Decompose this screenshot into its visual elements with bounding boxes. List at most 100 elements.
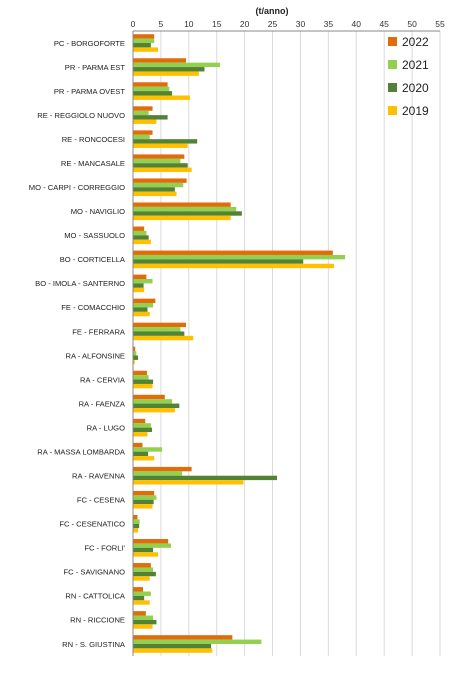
legend-swatch-2021 xyxy=(388,60,397,69)
category-label: MO - SASSUOLO xyxy=(64,231,125,240)
bar-2019 xyxy=(133,432,148,437)
bar-2020 xyxy=(133,475,278,481)
bar-2020 xyxy=(133,427,152,433)
bar-2022 xyxy=(133,418,146,424)
bar-2021 xyxy=(133,254,346,260)
bar-2021 xyxy=(133,62,221,68)
bar-2022 xyxy=(133,34,155,39)
x-tick-label: 50 xyxy=(407,19,417,29)
bar-2021 xyxy=(133,303,154,308)
bar-2021 xyxy=(133,279,153,284)
legend-label-2021: 2021 xyxy=(402,58,429,72)
bar-2019 xyxy=(133,552,159,557)
bar-2021 xyxy=(133,543,171,548)
legend-swatch-2020 xyxy=(388,83,397,92)
axis-lines xyxy=(132,30,440,656)
bar-2022 xyxy=(133,202,231,207)
category-label: RA - RAVENNA xyxy=(72,472,126,481)
bar-2019 xyxy=(133,215,231,221)
bar-2019 xyxy=(133,311,150,317)
bar-2022 xyxy=(133,563,151,568)
bar-2021 xyxy=(133,399,173,404)
bar-2020 xyxy=(133,91,173,96)
category-label: FC - CESENATICO xyxy=(59,520,125,529)
bar-2019 xyxy=(133,239,151,245)
bar-2020 xyxy=(133,355,139,360)
bar-2020 xyxy=(133,115,168,120)
bar-2020 xyxy=(133,307,148,312)
bar-2020 xyxy=(133,235,149,240)
x-tick-label: 25 xyxy=(268,19,278,29)
bar-2019 xyxy=(133,528,139,533)
category-label: RE - MANCASALE xyxy=(61,159,125,168)
legend-label-2019: 2019 xyxy=(402,104,429,118)
x-tick-label: 55 xyxy=(435,19,445,29)
legend-label-2020: 2020 xyxy=(402,81,429,95)
x-tick-label: 30 xyxy=(296,19,306,29)
bar-2022 xyxy=(133,442,143,448)
bar-2022 xyxy=(133,154,185,159)
category-label: FC - FORLI' xyxy=(84,544,125,553)
bar-2019 xyxy=(133,600,150,605)
bar-2019 xyxy=(133,383,153,389)
category-label: RN - RICCIONE xyxy=(70,616,125,625)
category-label: RE - REGGIOLO NUOVO xyxy=(37,111,125,120)
bar-2021 xyxy=(133,495,157,500)
bar-2022 xyxy=(133,514,138,520)
bar-2021 xyxy=(133,327,181,332)
category-label: RE - RONCOCESI xyxy=(62,135,125,144)
bar-2019 xyxy=(133,480,244,485)
bar-2020 xyxy=(133,619,157,625)
bar-2019 xyxy=(133,335,194,341)
bar-2022 xyxy=(133,178,187,183)
category-label: RA - FAENZA xyxy=(79,399,126,408)
unit-label: (t/anno) xyxy=(256,6,289,16)
bar-2021 xyxy=(133,206,237,212)
bar-2020 xyxy=(133,163,188,168)
bar-2021 xyxy=(133,615,154,620)
bar-2022 xyxy=(133,58,187,63)
category-label: BO - CORTICELLA xyxy=(60,255,126,264)
x-tick-label: 5 xyxy=(159,19,164,29)
bar-2019 xyxy=(133,191,177,197)
bar-2019 xyxy=(133,624,153,629)
grid-layer xyxy=(132,31,441,656)
bar-2020 xyxy=(133,259,304,264)
bar-2020 xyxy=(133,139,198,144)
category-label: RA - LUGO xyxy=(87,423,125,432)
bar-2020 xyxy=(133,547,154,553)
bar-2020 xyxy=(133,595,145,601)
bar-2021 xyxy=(133,471,183,476)
bar-2021 xyxy=(133,351,137,356)
legend: 2022 2021 2020 2019 xyxy=(388,35,429,118)
bar-2020 xyxy=(133,451,149,457)
bar-2019 xyxy=(133,167,192,173)
bar-2019 xyxy=(133,263,334,269)
bar-2019 xyxy=(133,576,150,581)
bar-2022 xyxy=(133,346,136,352)
bar-2022 xyxy=(133,298,156,304)
category-label: PR - PARMA EST xyxy=(65,63,126,72)
bar-2019 xyxy=(133,407,175,413)
bar-2019 xyxy=(133,71,199,76)
category-label: MO - CARPI - CORREGGIO xyxy=(29,183,125,192)
bar-2020 xyxy=(133,403,180,408)
bar-2019 xyxy=(133,504,153,509)
bar-2020 xyxy=(133,571,156,577)
bar-2021 xyxy=(133,447,163,452)
x-tick-label: 40 xyxy=(352,19,362,29)
bar-2019 xyxy=(133,95,190,100)
bar-2021 xyxy=(133,375,149,380)
bar-2020 xyxy=(133,43,151,48)
bars xyxy=(133,34,346,653)
bar-2021 xyxy=(133,423,151,428)
bar-2021 xyxy=(133,158,181,164)
bar-2022 xyxy=(133,466,192,472)
bar-2022 xyxy=(133,539,169,544)
x-tick-label: 10 xyxy=(184,19,194,29)
category-labels: PC - BORGOFORTE PR - PARMA EST PR - PARMA … xyxy=(29,39,126,649)
bar-2022 xyxy=(133,274,147,280)
bar-2022 xyxy=(133,106,153,111)
bar-2022 xyxy=(133,250,333,255)
